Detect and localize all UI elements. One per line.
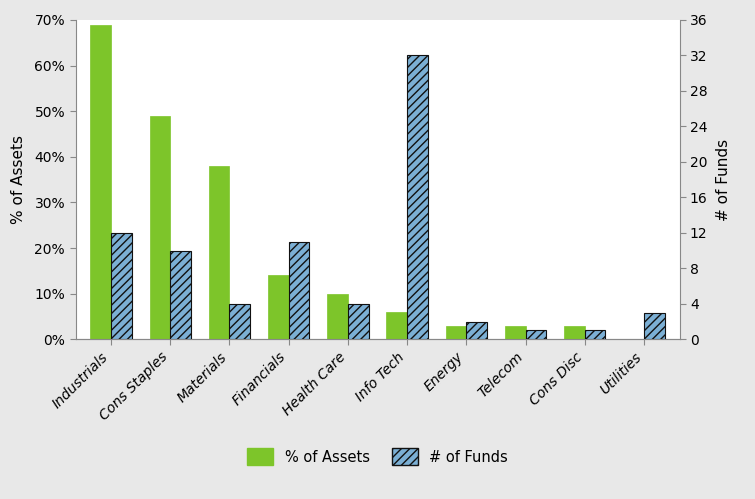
Bar bbox=[170, 250, 191, 339]
Bar bbox=[149, 116, 170, 339]
Bar bbox=[505, 326, 525, 339]
Bar bbox=[644, 313, 664, 339]
Bar bbox=[387, 312, 407, 339]
Bar bbox=[564, 326, 585, 339]
Bar bbox=[268, 275, 288, 339]
Y-axis label: # of Funds: # of Funds bbox=[716, 139, 731, 221]
Legend: % of Assets, # of Funds: % of Assets, # of Funds bbox=[239, 441, 516, 473]
Bar bbox=[208, 166, 230, 339]
Y-axis label: % of Assets: % of Assets bbox=[11, 135, 26, 224]
Bar bbox=[288, 242, 310, 339]
Bar bbox=[407, 55, 428, 339]
Bar bbox=[525, 330, 547, 339]
Bar bbox=[91, 24, 111, 339]
Bar bbox=[230, 304, 250, 339]
Bar bbox=[467, 321, 487, 339]
Bar bbox=[348, 304, 368, 339]
Bar bbox=[445, 326, 467, 339]
Bar bbox=[585, 330, 606, 339]
Bar bbox=[111, 233, 132, 339]
Bar bbox=[327, 294, 348, 339]
